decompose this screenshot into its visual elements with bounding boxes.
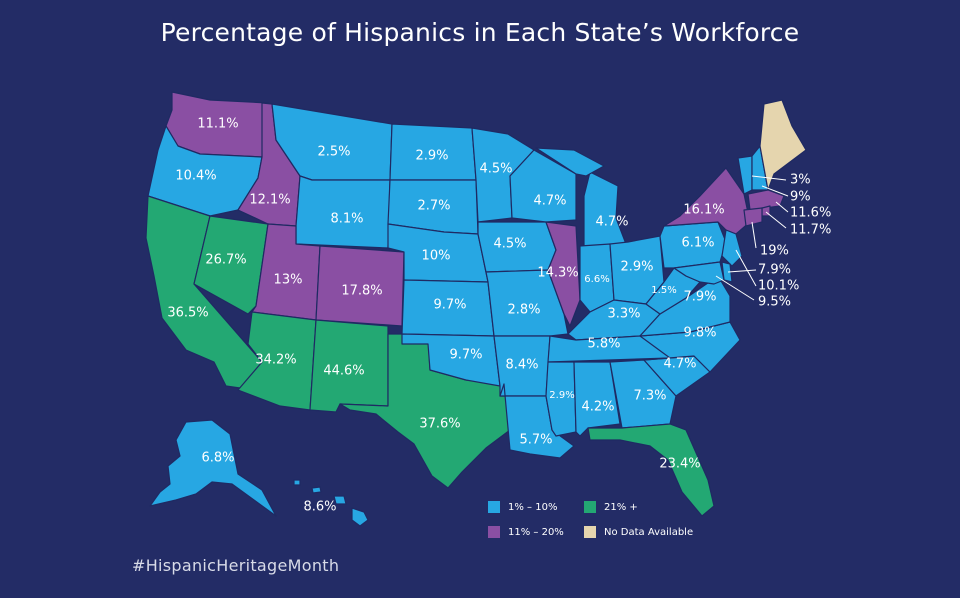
label-oklahoma: 9.7% <box>449 348 482 363</box>
state-massachusetts[interactable] <box>747 189 785 211</box>
legend-label-high: 21% + <box>604 502 638 513</box>
label-kansas: 9.7% <box>433 298 466 313</box>
state-illinois[interactable] <box>545 221 581 327</box>
label-colorado: 17.8% <box>341 284 382 299</box>
label-vermont: 3% <box>790 173 811 188</box>
label-tennessee: 5.8% <box>587 337 620 352</box>
label-missouri: 2.8% <box>507 303 540 318</box>
state-hawaii-kauai[interactable] <box>293 479 301 486</box>
label-montana: 2.5% <box>317 145 350 160</box>
label-new-york: 16.1% <box>683 203 724 218</box>
callout-line-new-jersey <box>735 249 757 287</box>
callout-line-connecticut <box>751 221 757 249</box>
label-wyoming: 8.1% <box>330 212 363 227</box>
state-new-york[interactable] <box>663 167 751 235</box>
state-georgia[interactable] <box>609 359 677 429</box>
label-michigan: 4.7% <box>595 215 628 230</box>
legend: 1% – 10% 21% + 11% – 20% No Data Availab… <box>488 501 693 538</box>
label-alabama: 4.2% <box>581 400 614 415</box>
label-south-carolina: 4.7% <box>663 357 696 372</box>
callout-line-delaware <box>727 269 757 273</box>
label-mississippi: 2.9% <box>549 390 574 401</box>
label-south-dakota: 2.7% <box>417 199 450 214</box>
label-massachusetts: 11.6% <box>790 206 831 221</box>
label-washington: 11.1% <box>197 117 238 132</box>
callout-line-rhode-island <box>765 211 787 229</box>
label-idaho: 12.1% <box>249 193 290 208</box>
label-minnesota: 4.5% <box>479 162 512 177</box>
state-florida[interactable] <box>587 423 715 517</box>
map-title: Percentage of Hispanics in Each State’s … <box>160 18 800 47</box>
label-virginia: 7.9% <box>683 290 716 305</box>
state-hawaii-maui[interactable] <box>333 495 347 505</box>
label-arizona: 34.2% <box>255 353 296 368</box>
state-alaska[interactable] <box>149 419 277 517</box>
state-labels: 11.1% 10.4% 36.5% 26.7% 12.1% 2.5% 8.1% … <box>167 117 831 515</box>
label-georgia: 7.3% <box>633 389 666 404</box>
legend-swatch-none <box>584 526 596 538</box>
legend-swatch-high <box>584 501 596 513</box>
state-wisconsin[interactable] <box>509 149 577 223</box>
state-michigan[interactable] <box>583 171 627 247</box>
legend-swatch-low <box>488 501 500 513</box>
callout-line-vermont <box>751 175 787 181</box>
state-maine[interactable] <box>759 99 807 191</box>
state-new-jersey[interactable] <box>721 229 743 267</box>
callout-line-new-hampshire <box>761 185 789 197</box>
label-rhode-island: 11.7% <box>790 223 831 238</box>
state-shapes <box>145 91 807 527</box>
hashtag: #HispanicHeritageMonth <box>132 556 340 575</box>
label-north-carolina: 9.8% <box>683 326 716 341</box>
label-hawaii: 8.6% <box>303 500 336 515</box>
state-delaware[interactable] <box>721 261 733 283</box>
label-illinois: 14.3% <box>537 266 578 281</box>
label-arkansas: 8.4% <box>505 358 538 373</box>
state-hawaii-big[interactable] <box>351 507 369 527</box>
label-delaware: 7.9% <box>758 263 791 278</box>
state-hawaii-oahu[interactable] <box>311 486 322 494</box>
label-maryland: 9.5% <box>758 295 791 310</box>
callout-line-maryland <box>715 275 755 301</box>
label-new-jersey: 10.1% <box>758 279 799 294</box>
label-ohio: 2.9% <box>620 260 653 275</box>
label-connecticut: 19% <box>760 244 789 259</box>
label-kentucky: 3.3% <box>607 307 640 322</box>
label-pennsylvania: 6.1% <box>681 236 714 251</box>
state-virginia[interactable] <box>639 275 731 337</box>
callout-line-massachusetts <box>775 201 789 213</box>
callout-lines <box>715 175 789 301</box>
label-indiana: 6.6% <box>584 274 609 285</box>
state-nevada[interactable] <box>193 215 269 315</box>
legend-label-mid: 11% – 20% <box>508 527 564 538</box>
label-utah: 13% <box>274 273 303 288</box>
state-michigan-up[interactable] <box>535 147 605 177</box>
label-nevada: 26.7% <box>205 253 246 268</box>
label-new-mexico: 44.6% <box>323 364 364 379</box>
label-west-virginia: 1.5% <box>651 285 676 296</box>
label-north-dakota: 2.9% <box>415 149 448 164</box>
label-iowa: 4.5% <box>493 237 526 252</box>
label-california: 36.5% <box>167 306 208 321</box>
label-oregon: 10.4% <box>175 169 216 184</box>
label-florida: 23.4% <box>659 457 700 472</box>
legend-label-low: 1% – 10% <box>508 502 557 513</box>
label-louisiana: 5.7% <box>519 433 552 448</box>
state-maryland[interactable] <box>673 261 725 285</box>
legend-swatch-mid <box>488 526 500 538</box>
label-texas: 37.6% <box>419 417 460 432</box>
label-wisconsin: 4.7% <box>533 194 566 209</box>
state-connecticut[interactable] <box>743 207 763 227</box>
legend-label-none: No Data Available <box>604 527 693 538</box>
label-nebraska: 10% <box>422 249 451 264</box>
label-alaska: 6.8% <box>201 451 234 466</box>
label-new-hampshire: 9% <box>790 190 811 205</box>
